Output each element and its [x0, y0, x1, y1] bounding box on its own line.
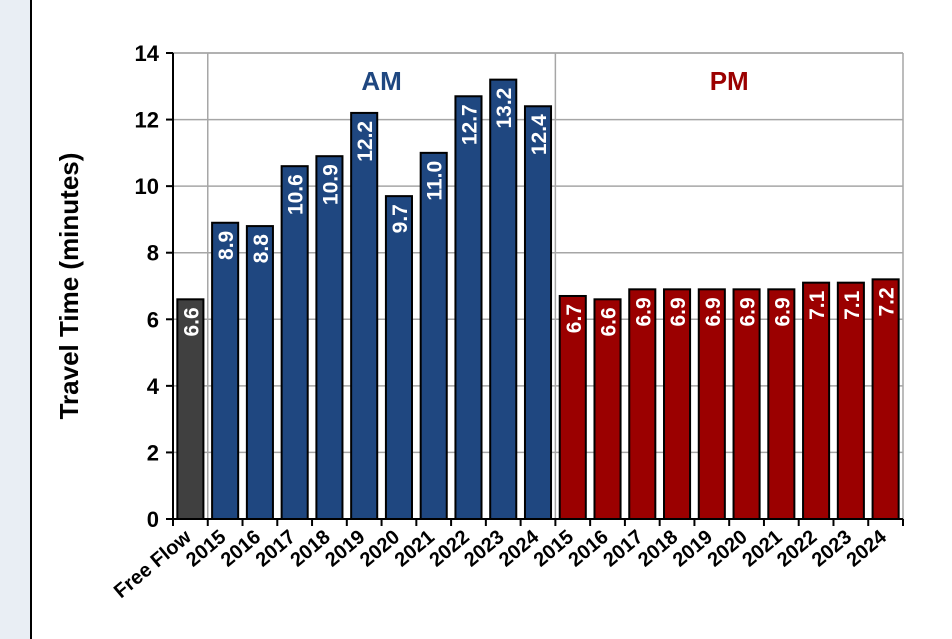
bar-pm-2017 — [628, 288, 657, 521]
bar-value-label: 12.4 — [528, 114, 551, 155]
y-axis-label: Travel Time (minutes) — [54, 153, 84, 420]
bar-value-label: 7.2 — [876, 287, 899, 316]
bar-pm-2024 — [871, 278, 900, 521]
bar-value-label: 6.9 — [737, 297, 760, 326]
bar-value-label: 6.9 — [632, 297, 655, 326]
bar-am-2023 — [489, 78, 518, 520]
bar-value-label: 6.9 — [702, 297, 725, 326]
x-tick-label: 2024 — [843, 525, 892, 571]
bar-value-label: 8.8 — [250, 234, 273, 264]
bar-pm-2023 — [836, 281, 865, 520]
bar-am-2024 — [523, 105, 553, 520]
y-tick-label: 6 — [147, 307, 159, 332]
bar-value-label: 6.6 — [180, 307, 203, 336]
bar-value-label: 12.7 — [458, 104, 481, 145]
y-tick-label: 0 — [147, 507, 159, 532]
bar-pm-2021 — [767, 288, 796, 521]
bar-pm-2020 — [732, 288, 761, 521]
y-tick-label: 2 — [147, 440, 159, 465]
bar-am-2016 — [245, 225, 274, 520]
bar-pm-2018 — [663, 288, 692, 521]
group-label-am: AM — [361, 66, 401, 96]
y-tick-label: 14 — [135, 41, 160, 66]
bar-am-2017 — [280, 165, 309, 521]
bar-am-2018 — [315, 155, 344, 521]
bar-pm-2016 — [593, 298, 622, 521]
group-label-pm: PM — [710, 66, 749, 96]
bar-am-2022 — [454, 95, 483, 521]
bar-value-label: 7.1 — [841, 290, 864, 320]
bar-value-label: 6.9 — [771, 297, 794, 326]
bar-am-2020 — [384, 195, 413, 520]
bar-value-label: 10.6 — [285, 174, 308, 215]
y-tick-label: 12 — [135, 108, 159, 133]
bar-freeflow-free-flow — [176, 298, 205, 521]
bar-value-label: 13.2 — [493, 88, 516, 129]
y-tick-label: 8 — [147, 241, 159, 266]
bar-value-label: 10.9 — [319, 164, 342, 205]
bar-value-label: 11.0 — [424, 161, 447, 201]
bar-pm-2019 — [697, 288, 726, 521]
bar-value-label: 9.7 — [389, 204, 412, 233]
chart-frame: 6.6 8.9 8.8 10.6 10.9 12.2 9.7 11.0 12.7 13.2 12.4… — [30, 0, 952, 639]
x-tick-label: Free Flow — [110, 526, 196, 603]
y-tick-label: 10 — [135, 174, 159, 199]
y-tick-label: 4 — [147, 374, 160, 399]
bar-am-2019 — [350, 111, 379, 521]
bar-value-label: 8.9 — [215, 231, 238, 260]
bar-am-2021 — [419, 151, 448, 520]
bar-value-label: 7.1 — [806, 290, 829, 320]
bar-value-label: 6.9 — [667, 297, 690, 326]
bar-value-label: 6.7 — [563, 304, 586, 333]
bar-value-label: 12.2 — [354, 121, 377, 162]
bar-value-label: 6.6 — [598, 307, 621, 336]
travel-time-chart: 6.6 8.9 8.8 10.6 10.9 12.2 9.7 11.0 12.7 13.2 12.4… — [54, 41, 904, 603]
bar-pm-2022 — [802, 281, 831, 520]
bar-pm-2015 — [558, 294, 587, 520]
bar-am-2015 — [211, 221, 240, 520]
